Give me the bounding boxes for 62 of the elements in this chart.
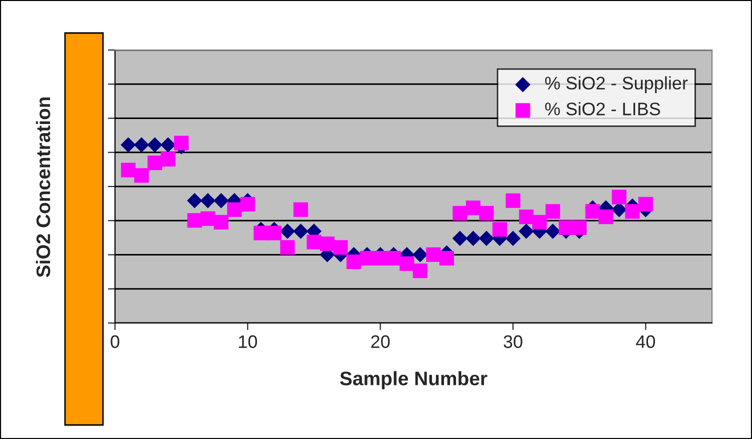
point — [546, 204, 560, 219]
point — [412, 247, 428, 262]
point — [386, 250, 401, 266]
point — [598, 210, 614, 224]
point — [266, 226, 282, 240]
point — [306, 234, 322, 250]
x-tick-label: 40 — [636, 335, 656, 348]
point — [200, 193, 216, 208]
point — [134, 168, 149, 183]
point — [254, 226, 268, 240]
point — [585, 204, 600, 219]
point — [545, 224, 560, 239]
point — [426, 247, 441, 262]
point — [625, 204, 640, 219]
point — [506, 193, 520, 208]
point — [466, 200, 480, 216]
point — [186, 193, 202, 208]
point — [452, 206, 468, 221]
x-tick-label: 10 — [239, 335, 258, 348]
point — [320, 236, 335, 252]
point — [214, 193, 229, 208]
point — [293, 224, 308, 239]
point — [280, 224, 296, 239]
point — [518, 210, 534, 224]
point — [612, 202, 627, 218]
point — [479, 206, 494, 221]
point — [120, 137, 136, 152]
point — [293, 202, 308, 217]
point — [200, 211, 216, 226]
x-tick-label: 30 — [504, 335, 522, 348]
legend-label: % SiO2 - Supplier — [545, 76, 688, 94]
point — [280, 240, 295, 255]
point — [505, 230, 521, 246]
point — [240, 196, 255, 212]
point — [400, 256, 414, 271]
point — [439, 250, 454, 266]
point — [612, 190, 626, 204]
point — [134, 137, 150, 152]
y-axis-title: SiO2 Concentration — [36, 97, 50, 278]
point — [373, 250, 388, 266]
point — [532, 214, 547, 230]
point — [478, 230, 494, 246]
point — [333, 240, 348, 255]
point — [346, 254, 362, 270]
point — [160, 137, 176, 152]
point — [147, 137, 162, 152]
point — [518, 224, 534, 239]
x-axis-title: Sample Number — [340, 371, 488, 390]
point — [492, 222, 508, 237]
legend-label: % SiO2 - LIBS — [545, 102, 660, 116]
point — [160, 152, 176, 167]
point — [120, 162, 136, 178]
point — [638, 196, 653, 212]
point — [214, 214, 228, 230]
x-tick-label: 20 — [371, 335, 390, 348]
point — [187, 213, 202, 228]
point — [148, 156, 162, 170]
point — [452, 230, 468, 246]
point — [227, 202, 242, 217]
point — [412, 264, 428, 278]
x-tick-label: 0 — [110, 335, 120, 348]
point — [466, 230, 481, 246]
